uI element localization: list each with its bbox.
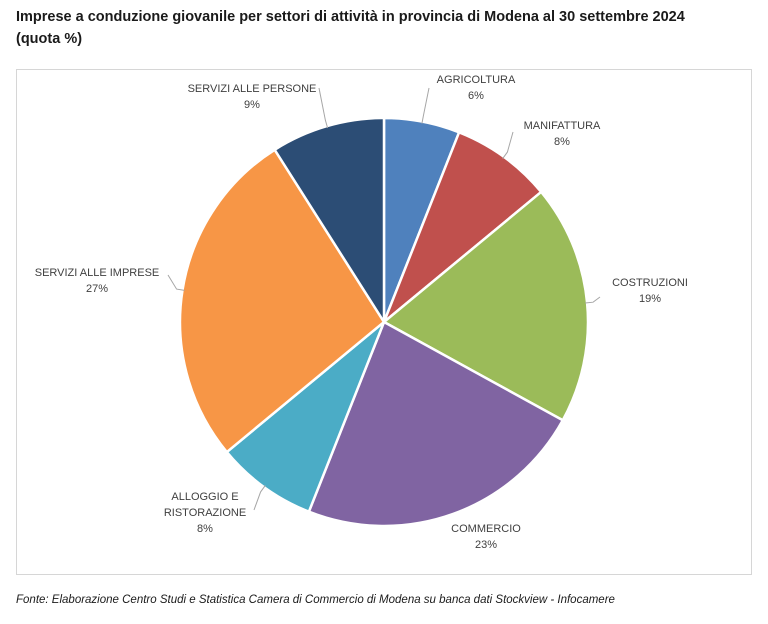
- data-label-costruzioni: COSTRUZIONI 19%: [612, 277, 688, 305]
- leader-line-manifattura: [502, 131, 514, 159]
- data-label-servizi-alle-persone: SERVIZI ALLE PERSONE 9%: [188, 83, 317, 111]
- chart-title-line-2: (quota %): [16, 31, 83, 47]
- leader-line-servizi-alle-imprese: [167, 274, 185, 291]
- chart-title-line-1: Imprese a conduzione giovanile per setto…: [16, 9, 685, 25]
- chart-title: Imprese a conduzione giovanile per setto…: [16, 6, 761, 50]
- leader-line-costruzioni: [585, 296, 601, 304]
- source-note: Fonte: Elaborazione Centro Studi e Stati…: [16, 594, 615, 606]
- data-label-manifattura: MANIFATTURA 8%: [524, 120, 601, 148]
- data-label-servizi-alle-imprese: SERVIZI ALLE IMPRESE 27%: [35, 267, 160, 295]
- leader-line-alloggio-e-ristorazione: [253, 485, 266, 511]
- data-label-commercio: COMMERCIO 23%: [451, 523, 521, 551]
- leader-line-agricoltura: [421, 87, 430, 124]
- pie-slice-commercio: [307, 320, 565, 528]
- data-label-agricoltura: AGRICOLTURA 6%: [437, 74, 516, 102]
- leader-line-servizi-alle-persone: [318, 87, 329, 129]
- data-label-alloggio-e-ristorazione: ALLOGGIO E RISTORAZIONE 8%: [164, 491, 246, 535]
